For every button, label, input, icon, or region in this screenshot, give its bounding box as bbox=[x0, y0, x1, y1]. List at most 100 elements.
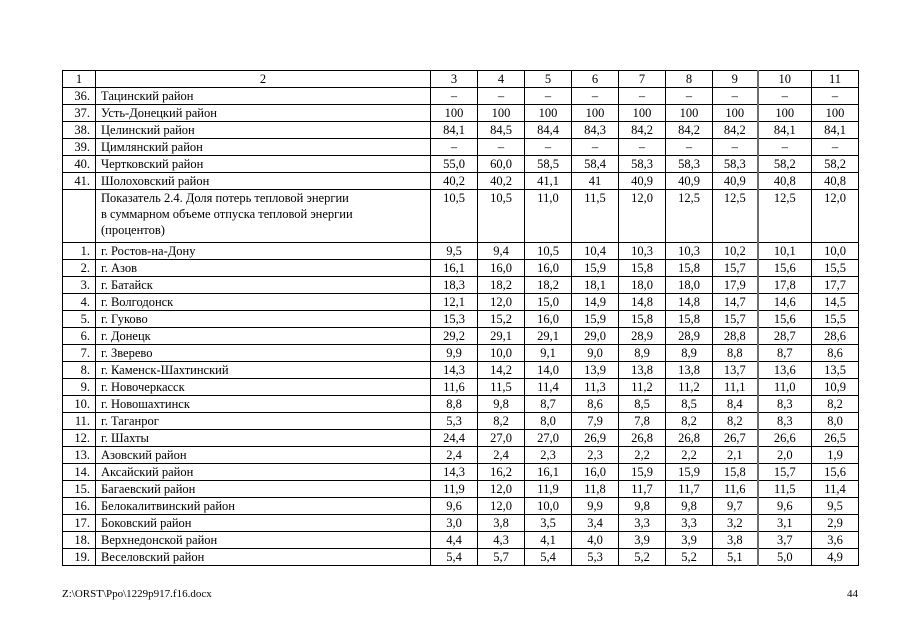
value-cell: 15,5 bbox=[811, 259, 859, 277]
value-cell: 9,6 bbox=[430, 497, 478, 515]
value-cell: 14,2 bbox=[477, 361, 525, 379]
row-label-cell: г. Шахты bbox=[95, 429, 431, 447]
value-cell: 26,8 bbox=[618, 429, 666, 447]
value-cell: 8,4 bbox=[712, 395, 758, 413]
table-header-row: 1 2 3 4 5 6 7 8 9 10 11 bbox=[62, 70, 859, 88]
value-cell: 11,1 bbox=[712, 378, 758, 396]
value-cell: 40,9 bbox=[712, 172, 758, 190]
value-cell: 27,0 bbox=[477, 429, 525, 447]
value-cell: 7,9 bbox=[571, 412, 619, 430]
table-row: 13. Азовский район 2,4 2,4 2,3 2,3 2,2 2,2 2,1 2,… bbox=[62, 446, 859, 464]
value-cell: 9,4 bbox=[477, 242, 525, 260]
value-cell: – bbox=[665, 87, 713, 105]
value-cell: 84,2 bbox=[712, 121, 758, 139]
value-cell: 14,9 bbox=[571, 293, 619, 311]
value-cell: 3,6 bbox=[811, 531, 859, 549]
value-cell: 29,1 bbox=[524, 327, 572, 345]
value-cell: 5,7 bbox=[477, 548, 525, 566]
table-row: 16. Белокалитвинский район 9,6 12,0 10,0 9,9 9… bbox=[62, 497, 859, 515]
row-label-cell: Боковский район bbox=[95, 514, 431, 532]
value-cell: – bbox=[756, 87, 812, 105]
value-cell: 16,0 bbox=[571, 463, 619, 481]
column-header: 7 bbox=[618, 70, 666, 88]
value-cell: – bbox=[712, 138, 758, 156]
value-cell: 11,7 bbox=[618, 480, 666, 498]
value-cell: 3,8 bbox=[477, 514, 525, 532]
value-cell: 18,2 bbox=[524, 276, 572, 294]
value-cell: 15,8 bbox=[665, 310, 713, 328]
value-cell: 17,8 bbox=[756, 276, 812, 294]
value-cell: – bbox=[618, 87, 666, 105]
column-header: 3 bbox=[430, 70, 478, 88]
value-cell: 10,9 bbox=[811, 378, 859, 396]
value-cell: – bbox=[477, 87, 525, 105]
value-cell: 7,8 bbox=[618, 412, 666, 430]
value-cell: 12,0 bbox=[477, 497, 525, 515]
value-cell: 12,1 bbox=[430, 293, 478, 311]
value-cell: 3,2 bbox=[712, 514, 758, 532]
value-cell: 3,8 bbox=[712, 531, 758, 549]
value-cell: 16,0 bbox=[524, 259, 572, 277]
value-cell: 100 bbox=[571, 104, 619, 122]
value-cell: 84,2 bbox=[665, 121, 713, 139]
value-cell: 8,6 bbox=[571, 395, 619, 413]
row-number-cell: 13. bbox=[62, 446, 96, 464]
row-label-cell: г. Новошахтинск bbox=[95, 395, 431, 413]
value-cell: 12,5 bbox=[665, 189, 713, 243]
value-cell: 2,2 bbox=[665, 446, 713, 464]
value-cell: 14,3 bbox=[430, 463, 478, 481]
row-label-cell: Багаевский район bbox=[95, 480, 431, 498]
row-number-cell: 8. bbox=[62, 361, 96, 379]
value-cell: 28,9 bbox=[665, 327, 713, 345]
value-cell: 9,9 bbox=[571, 497, 619, 515]
value-cell: 8,2 bbox=[811, 395, 859, 413]
value-cell: 84,1 bbox=[756, 121, 812, 139]
value-cell: 9,5 bbox=[811, 497, 859, 515]
value-cell: 58,2 bbox=[756, 155, 812, 173]
value-cell: 3,0 bbox=[430, 514, 478, 532]
indicator-section-row: Показатель 2.4. Доля потерь тепловой эне… bbox=[62, 189, 859, 243]
value-cell: 8,9 bbox=[665, 344, 713, 362]
value-cell: 5,2 bbox=[665, 548, 713, 566]
value-cell: 18,3 bbox=[430, 276, 478, 294]
value-cell: – bbox=[811, 138, 859, 156]
value-cell: 15,9 bbox=[618, 463, 666, 481]
value-cell: 100 bbox=[811, 104, 859, 122]
value-cell: – bbox=[712, 87, 758, 105]
value-cell: 11,9 bbox=[430, 480, 478, 498]
value-cell: 9,8 bbox=[618, 497, 666, 515]
table-row: 6. г. Донецк 29,2 29,1 29,1 29,0 28,9 28,9 28,8 2… bbox=[62, 327, 859, 345]
value-cell: 29,1 bbox=[477, 327, 525, 345]
value-cell: 17,7 bbox=[811, 276, 859, 294]
value-cell: 9,0 bbox=[571, 344, 619, 362]
value-cell: 15,6 bbox=[756, 259, 812, 277]
row-number-cell: 14. bbox=[62, 463, 96, 481]
value-cell: 5,4 bbox=[524, 548, 572, 566]
value-cell: 18,2 bbox=[477, 276, 525, 294]
value-cell: 13,7 bbox=[712, 361, 758, 379]
table-row: 38. Целинский район 84,1 84,5 84,4 84,3 84,2 84… bbox=[62, 121, 859, 139]
value-cell: 41,1 bbox=[524, 172, 572, 190]
value-cell: 40,8 bbox=[811, 172, 859, 190]
table-body: 36. Тацинский район – – – – – – – – –37. Усть-Донец… bbox=[62, 87, 859, 566]
value-cell: 8,8 bbox=[430, 395, 478, 413]
value-cell: 28,7 bbox=[756, 327, 812, 345]
value-cell: 15,8 bbox=[618, 310, 666, 328]
value-cell: 15,6 bbox=[811, 463, 859, 481]
value-cell: 26,8 bbox=[665, 429, 713, 447]
value-cell: – bbox=[618, 138, 666, 156]
row-label-cell: Показатель 2.4. Доля потерь тепловой эне… bbox=[95, 189, 431, 243]
value-cell: 2,9 bbox=[811, 514, 859, 532]
value-cell: 11,0 bbox=[756, 378, 812, 396]
value-cell: 16,1 bbox=[524, 463, 572, 481]
footer-file-path: Z:\ORST\Ppo\1229p917.f16.docx bbox=[62, 588, 212, 600]
row-label-cell: г. Ростов-на-Дону bbox=[95, 242, 431, 260]
row-number-cell: 9. bbox=[62, 378, 96, 396]
table-row: 41. Шолоховский район 40,2 40,2 41,1 41 40,9 40… bbox=[62, 172, 859, 190]
value-cell: 84,3 bbox=[571, 121, 619, 139]
value-cell: 15,8 bbox=[712, 463, 758, 481]
row-label-cell: Аксайский район bbox=[95, 463, 431, 481]
value-cell: 12,0 bbox=[477, 293, 525, 311]
value-cell: 28,9 bbox=[618, 327, 666, 345]
column-header: 6 bbox=[571, 70, 619, 88]
